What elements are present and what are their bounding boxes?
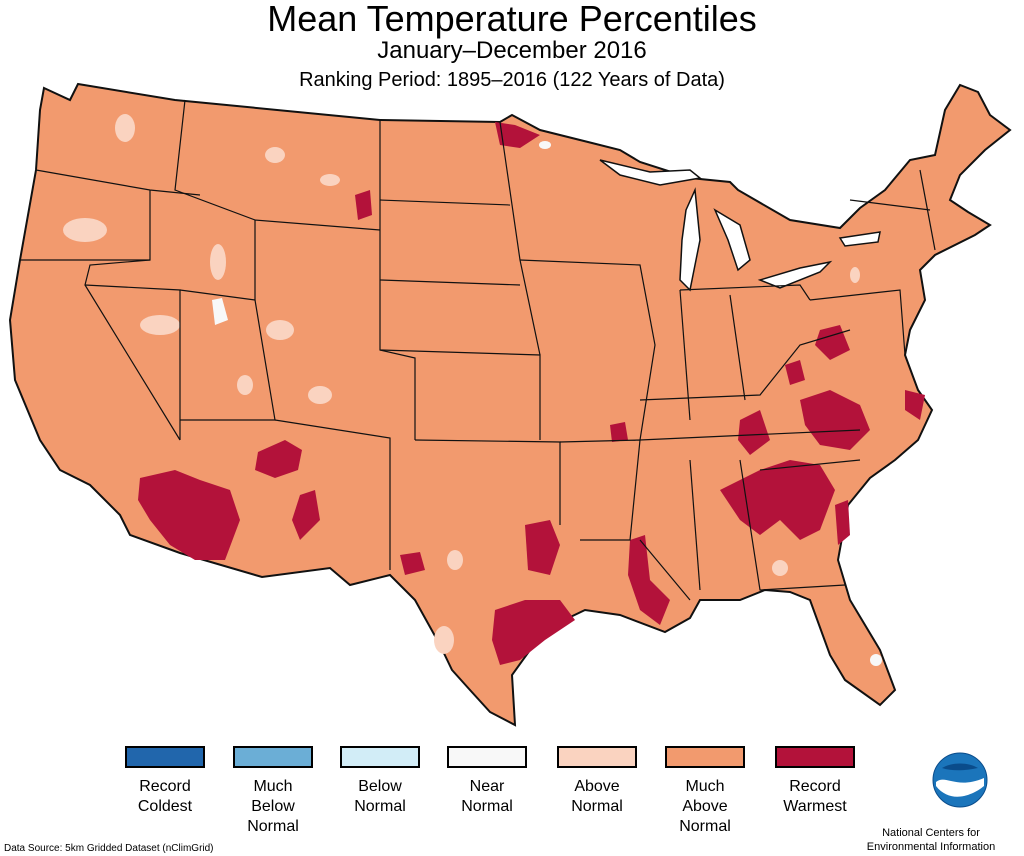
legend-label: Record Warmest [783,778,847,815]
legend-label: Much Above Normal [679,778,731,835]
us-temperature-map [8,82,1012,727]
legend-item: Much Above Normal [650,746,760,837]
legend-swatch [340,746,420,768]
lake-huron [713,208,751,272]
map-title: Mean Temperature Percentiles [267,0,757,39]
legend-swatch [125,746,205,768]
legend-swatch [775,746,855,768]
map-legend: Record Coldest Much Below Normal Below Nor… [0,746,1024,846]
legend-label: Above Normal [571,778,623,815]
legend-label: Much Below Normal [247,778,299,835]
legend-label: Below Normal [354,778,406,815]
data-source-note: Data Source: 5km Gridded Dataset (nClimG… [4,843,214,854]
lake-superior [599,159,702,186]
above-normal-regions [63,114,860,654]
lake-erie [757,260,833,289]
legend-swatch [665,746,745,768]
lake-ontario [838,231,881,247]
state-boundaries [20,99,936,601]
legend-item: Record Coldest [110,746,220,817]
legend-swatch [557,746,637,768]
legend-item: Record Warmest [760,746,870,817]
legend-item: Much Below Normal [218,746,328,837]
legend-swatch [233,746,313,768]
legend-label: Near Normal [461,778,513,815]
noaa-logo-icon [932,752,988,808]
ranking-period: Ranking Period: 1895–2016 (122 Years of … [299,69,725,91]
legend-label: Record Coldest [137,778,193,815]
legend-item: Near Normal [432,746,542,817]
legend-swatch [447,746,527,768]
ncei-credit: National Centers for Environmental Infor… [866,827,996,853]
map-subtitle: January–December 2016 [377,37,647,64]
legend-item: Above Normal [542,746,652,817]
near-normal-regions [212,141,882,666]
legend-item: Below Normal [325,746,435,817]
